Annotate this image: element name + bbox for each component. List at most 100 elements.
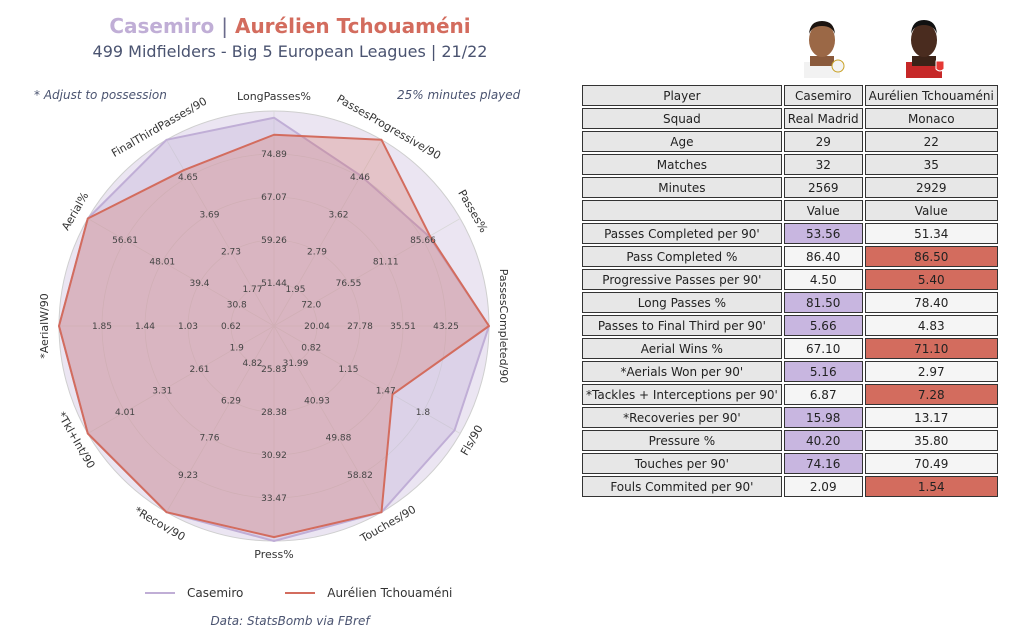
- ring-tick-label: 76.55: [336, 279, 362, 289]
- stat-value-casemiro: 5.16: [783, 361, 863, 382]
- info-value-tchouameni: 35: [864, 154, 998, 175]
- stat-row: Aerial Wins % 67.10 71.10: [582, 338, 998, 359]
- ring-tick-label: 1.85: [92, 322, 112, 332]
- stat-value-casemiro: 81.50: [783, 292, 863, 313]
- ring-tick-label: 4.46: [350, 173, 370, 183]
- ring-tick-label: 43.25: [433, 322, 459, 332]
- title-separator: |: [221, 14, 228, 38]
- ring-tick-label: 30.92: [261, 451, 287, 461]
- radar-spoke: [87, 325, 275, 434]
- stat-value-casemiro: 5.66: [783, 315, 863, 336]
- stat-row: Passes Completed per 90' 53.56 51.34: [582, 223, 998, 244]
- possession-note: * Adjust to possession: [34, 88, 167, 102]
- stat-value-casemiro: 15.98: [783, 407, 863, 428]
- radar-spoke: [273, 139, 382, 327]
- info-value-casemiro: 2569: [783, 177, 863, 198]
- info-label: Player: [582, 85, 782, 106]
- ring-tick-label: 58.82: [347, 471, 373, 481]
- title-player1: Casemiro: [109, 14, 215, 38]
- stat-label: Passes Completed per 90': [582, 223, 782, 244]
- stat-label: *Recoveries per 90': [582, 407, 782, 428]
- stat-row: *Tackles + Interceptions per 90' 6.87 7.28: [582, 384, 998, 405]
- stat-value-tchouameni: 51.34: [864, 223, 998, 244]
- info-value-tchouameni: Aurélien Tchouaméni: [864, 85, 998, 106]
- ring-tick-label: 4.65: [178, 173, 198, 183]
- ring-tick-label: 30.8: [227, 301, 247, 311]
- ring-tick-label: 9.23: [178, 471, 198, 481]
- ring-tick-label: 85.66: [410, 236, 436, 246]
- stat-value-casemiro: 67.10: [783, 338, 863, 359]
- radar-spoke: [87, 218, 275, 327]
- ring-tick-label: 7.76: [199, 434, 219, 444]
- ring-tick-label: 4.82: [242, 359, 262, 369]
- ring-tick-label: 81.11: [373, 258, 399, 268]
- ring-tick-label: 1.47: [376, 387, 396, 397]
- stat-label: Fouls Commited per 90': [582, 476, 782, 497]
- info-value-tchouameni: 22: [864, 131, 998, 152]
- ring-tick-label: 20.04: [304, 322, 330, 332]
- stat-value-casemiro: 86.40: [783, 246, 863, 267]
- radar-spoke: [273, 325, 382, 513]
- info-value-tchouameni: Monaco: [864, 108, 998, 129]
- info-row: Matches 32 35: [582, 154, 998, 175]
- stat-label: *Aerials Won per 90': [582, 361, 782, 382]
- ring-tick-label: 1.15: [338, 365, 358, 375]
- legend-label-casemiro: Casemiro: [187, 586, 244, 600]
- stat-value-tchouameni: 1.54: [864, 476, 998, 497]
- ring-tick-label: 72.0: [301, 301, 321, 311]
- stat-value-tchouameni: 5.40: [864, 269, 998, 290]
- info-label: Age: [582, 131, 782, 152]
- ring-tick-label: 35.51: [390, 322, 416, 332]
- stat-value-tchouameni: 86.50: [864, 246, 998, 267]
- ring-tick-label: 51.44: [261, 279, 287, 289]
- ring-tick-label: 33.47: [261, 494, 287, 504]
- stat-row: Pressure % 40.20 35.80: [582, 430, 998, 451]
- stat-row: Pass Completed % 86.40 86.50: [582, 246, 998, 267]
- legend-item-tchouameni: Aurélien Tchouaméni: [285, 586, 452, 600]
- ring-tick-label: 27.78: [347, 322, 373, 332]
- stat-value-casemiro: 4.50: [783, 269, 863, 290]
- ring-tick-label: 1.95: [285, 285, 305, 295]
- chart-legend: Casemiro Aurélien Tchouaméni: [145, 583, 490, 600]
- legend-swatch-tchouameni: [285, 592, 316, 594]
- series-area-tchouameni: [58, 133, 490, 539]
- ring-tick-label: 6.29: [221, 396, 241, 406]
- stat-row: *Recoveries per 90' 15.98 13.17: [582, 407, 998, 428]
- stat-value-tchouameni: 70.49: [864, 453, 998, 474]
- chart-title: Casemiro | Aurélien Tchouaméni: [0, 14, 580, 38]
- ring-tick-label: 1.77: [242, 285, 262, 295]
- stat-value-casemiro: 40.20: [783, 430, 863, 451]
- ring-tick-label: 4.01: [115, 408, 135, 418]
- legend-label-tchouameni: Aurélien Tchouaméni: [327, 586, 453, 600]
- stat-label: Passes to Final Third per 90': [582, 315, 782, 336]
- stat-value-tchouameni: 4.83: [864, 315, 998, 336]
- stat-label: Long Passes %: [582, 292, 782, 313]
- ring-tick-label: 2.73: [221, 248, 241, 258]
- ring-tick-label: 31.99: [283, 359, 309, 369]
- ring-tick-label: 67.07: [261, 193, 287, 203]
- ring-tick-label: 2.61: [189, 365, 209, 375]
- ring-tick-label: 1.8: [416, 408, 431, 418]
- ring-tick-label: 56.61: [112, 236, 138, 246]
- ring-tick-label: 28.38: [261, 408, 287, 418]
- info-row: Minutes 2569 2929: [582, 177, 998, 198]
- ring-tick-label: 1.9: [230, 344, 245, 354]
- ring-tick-label: 1.03: [178, 322, 198, 332]
- stat-value-casemiro: 53.56: [783, 223, 863, 244]
- monaco-badge: [935, 60, 945, 72]
- info-label: Squad: [582, 108, 782, 129]
- info-label: Minutes: [582, 177, 782, 198]
- real-madrid-badge: [831, 59, 845, 73]
- stat-row: Fouls Commited per 90' 2.09 1.54: [582, 476, 998, 497]
- comparison-table: Player Casemiro Aurélien Tchouaméni Squad Re…: [580, 83, 1000, 499]
- stat-value-casemiro: 2.09: [783, 476, 863, 497]
- info-label: [582, 200, 782, 221]
- ring-tick-label: 40.93: [304, 396, 330, 406]
- stat-label: *Tackles + Interceptions per 90': [582, 384, 782, 405]
- radar-chart: 51.44 59.26 67.07 74.89 1.95 2.79 3.62 4.46 72.0…: [38, 90, 510, 561]
- legend-swatch-casemiro: [145, 592, 175, 594]
- stat-row: Progressive Passes per 90' 4.50 5.40: [582, 269, 998, 290]
- stat-row: Passes to Final Third per 90' 5.66 4.83: [582, 315, 998, 336]
- ring-tick-label: 49.88: [326, 434, 352, 444]
- chart-subtitle: 499 Midfielders - Big 5 European Leagues…: [92, 42, 488, 61]
